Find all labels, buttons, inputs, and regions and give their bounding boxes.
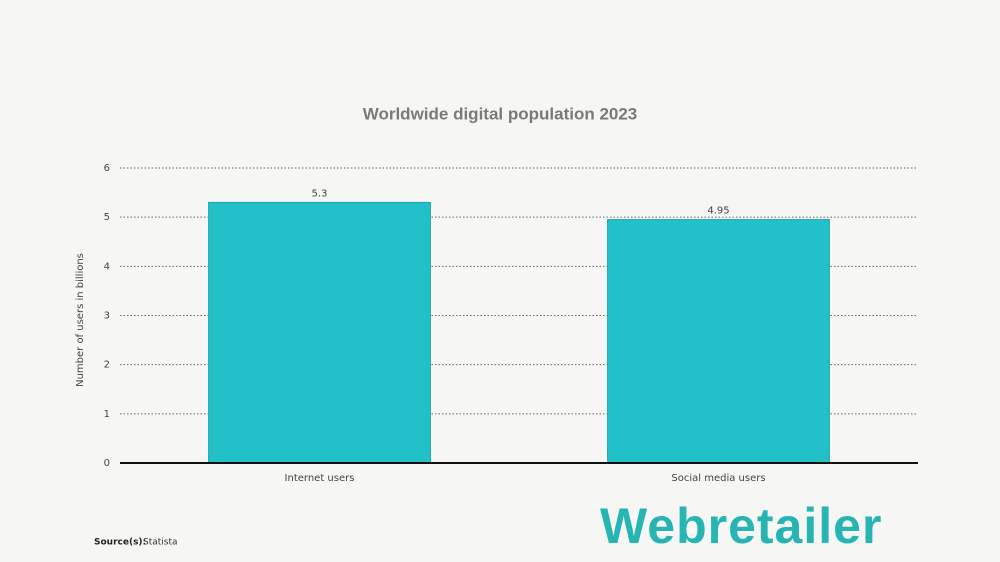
bar [607, 219, 830, 464]
y-axis-label: Number of users in billions [75, 253, 86, 387]
source: Statista [143, 538, 178, 548]
source-label: Source(s): [94, 538, 146, 548]
bar [208, 201, 431, 464]
y-tick-label: 3 [104, 311, 110, 322]
y-tick-label: 0 [104, 458, 110, 469]
value-label: 4.95 [707, 206, 729, 217]
y-tick-label: 4 [104, 261, 110, 272]
y-tick-label: 6 [104, 163, 110, 174]
y-tick-label: 5 [104, 212, 110, 223]
value-label: 5.3 [312, 188, 328, 199]
y-tick-label: 2 [104, 360, 110, 371]
x-tick-label: Social media users [671, 473, 765, 484]
x-tick-label: Internet users [285, 473, 355, 484]
y-tick-label: 1 [104, 409, 110, 420]
logo: Webretailer [600, 498, 882, 554]
chart-title: Worldwide digital population 2023 [363, 104, 638, 123]
